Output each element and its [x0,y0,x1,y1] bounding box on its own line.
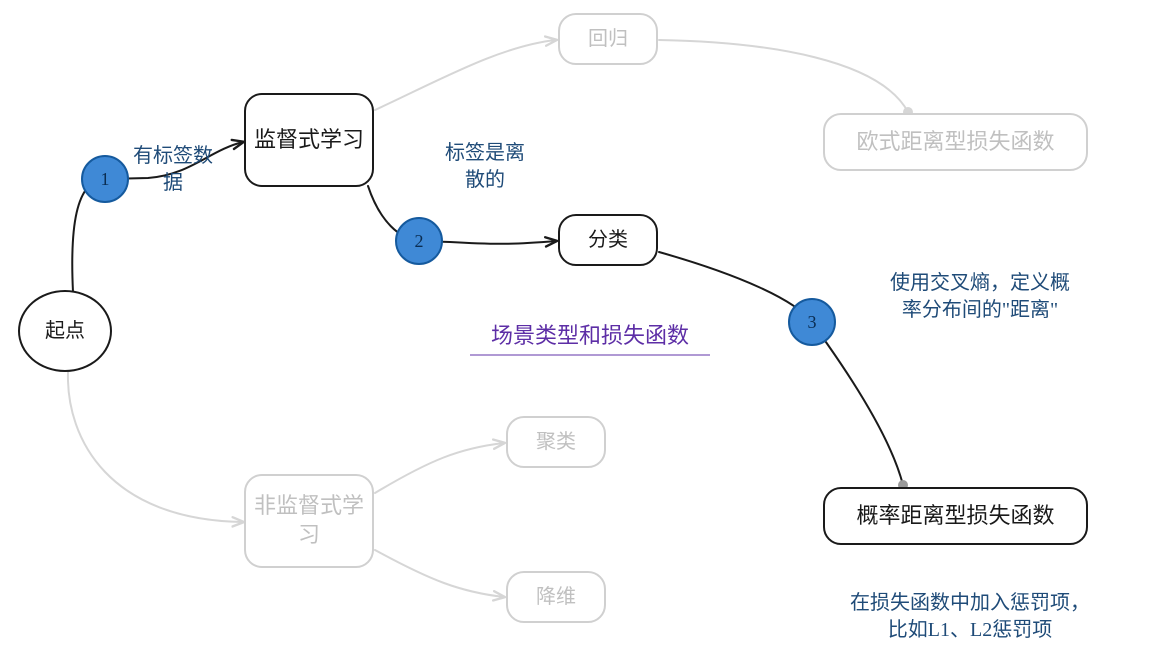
edge-label-e1: 有标签数据 [113,143,233,197]
edge-label-line2: 散的 [425,167,545,194]
node-probloss: 概率距离型损失函数 [823,487,1088,545]
node-regression: 回归 [558,13,658,65]
node-start: 起点 [18,290,112,372]
node-label: 概率距离型损失函数 [856,502,1054,531]
footnote: 在损失函数中加入惩罚项，比如L1、L2惩罚项 [820,590,1120,644]
edge-unsup-dim [375,550,504,597]
footnote-line2: 比如L1、L2惩罚项 [820,617,1120,644]
node-cluster: 聚类 [506,416,606,468]
edge-start-unsup [68,372,243,522]
node-label: 起点 [45,318,85,344]
node-euclid: 欧式距离型损失函数 [823,113,1088,171]
edge-label-line2: 据 [113,170,233,197]
edge-label-line1: 有标签数 [113,143,233,170]
edge-label-line1: 使用交叉熵，定义概 [850,270,1110,297]
edge-sup-reg [375,40,556,110]
edge-label-line1: 标签是离 [425,140,545,167]
badge-label: 3 [808,312,817,333]
badge-b2: 2 [395,217,443,265]
node-label: 降维 [536,584,576,610]
edge-label-e3: 使用交叉熵，定义概率分布间的"距离" [850,270,1110,324]
badge-b3: 3 [788,298,836,346]
badge-label: 2 [415,231,424,252]
node-label: 欧式距离型损失函数 [856,128,1054,157]
footnote-line1: 在损失函数中加入惩罚项， [820,590,1120,617]
node-dimred: 降维 [506,571,606,623]
edge-label-line2: 率分布间的"距离" [850,297,1110,324]
edge-unsup-clu [375,443,504,493]
node-label: 监督式学习 [254,126,364,155]
node-unsupervised: 非监督式学习 [244,474,374,568]
edge-label-e2: 标签是离散的 [425,140,545,194]
node-label: 非监督式学习 [254,492,364,549]
diagram-stage: 起点 监督式学习非监督式学习 回归分类聚类降维 欧式距离型损失函数概率距离型损失函数 1… [0,0,1154,665]
edge-reg-euclid [659,40,908,112]
node-label: 回归 [588,26,628,52]
node-supervised: 监督式学习 [244,93,374,187]
node-label: 聚类 [536,429,576,455]
node-label: 分类 [588,227,628,253]
diagram-title: 场景类型和损失函数 [470,318,710,356]
node-classify: 分类 [558,214,658,266]
badge-label: 1 [101,169,110,190]
diagram-title-text: 场景类型和损失函数 [491,323,689,348]
